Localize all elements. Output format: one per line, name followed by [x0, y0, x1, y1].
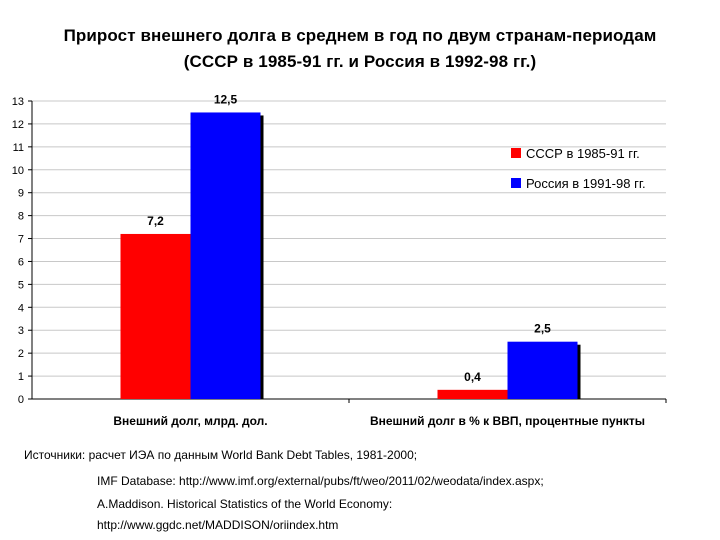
bar: [507, 341, 578, 399]
legend-swatch: [511, 178, 521, 188]
y-tick-label: 11: [13, 142, 24, 154]
y-tick-label: 5: [18, 279, 24, 291]
y-tick-label: 2: [18, 348, 24, 360]
source-line-3: A.Maddison. Historical Statistics of the…: [97, 497, 393, 511]
y-tick-label: 13: [12, 96, 24, 108]
y-tick-label: 10: [12, 165, 24, 177]
y-tick-label: 3: [18, 325, 24, 337]
data-label: 0,4: [464, 370, 481, 384]
chart-title-line2: (СССР в 1985-91 гг. и Россия в 1992-98 г…: [183, 52, 537, 71]
y-tick-label: 1: [18, 371, 24, 383]
legend-swatch: [511, 148, 521, 158]
data-label: 7,2: [147, 214, 164, 228]
bar: [120, 233, 191, 399]
category-label: Внешний долг, млрд. дол.: [113, 414, 267, 428]
bar: [437, 389, 508, 399]
y-tick-label: 8: [18, 211, 24, 223]
y-tick-label: 4: [18, 302, 24, 314]
source-line-1: Источники: расчет ИЭА по данным World Ba…: [24, 448, 418, 462]
source-line-2: IMF Database: http://www.imf.org/externa…: [97, 474, 544, 488]
legend-label: Россия в 1991-98 гг.: [526, 176, 646, 191]
legend-label: СССР в 1985-91 гг.: [526, 146, 640, 161]
bar: [190, 112, 261, 399]
category-label: Внешний долг в % к ВВП, процентные пункт…: [370, 414, 645, 428]
y-tick-label: 6: [18, 256, 24, 268]
y-tick-label: 7: [18, 234, 24, 246]
data-label: 12,5: [214, 92, 238, 106]
y-tick-label: 0: [18, 394, 24, 406]
chart-title-line1: Прирост внешнего долга в среднем в год п…: [63, 26, 657, 45]
source-line-4: http://www.ggdc.net/MADDISON/oriindex.ht…: [97, 518, 339, 532]
y-tick-label: 9: [18, 188, 24, 200]
y-tick-label: 12: [12, 119, 24, 131]
data-label: 2,5: [534, 322, 551, 336]
